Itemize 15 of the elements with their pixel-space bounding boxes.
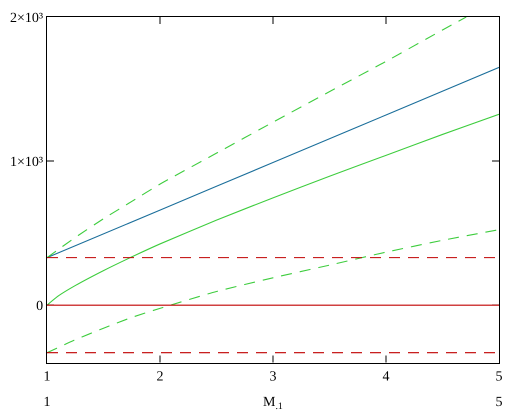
- y-tick-label: 1×10³: [10, 154, 44, 170]
- x-tick-label: 4: [382, 370, 390, 385]
- x-tick-label: 1: [44, 370, 50, 385]
- x-tick-label: 5: [496, 370, 502, 385]
- line-series: [47, 66, 499, 258]
- x-tick-label: 2: [156, 370, 164, 385]
- y-tick-label: 0: [36, 299, 44, 314]
- line-series: [47, 114, 499, 306]
- y-tick-label: 2×10³: [10, 10, 44, 26]
- line-series: [47, 229, 499, 354]
- x-axis-title: M$_{.1}$: [263, 395, 283, 412]
- x-tick-label: 3: [270, 370, 276, 385]
- x2-tick-label: 1: [44, 395, 50, 410]
- line-series: [47, 17, 467, 258]
- x2-tick-label: 5: [496, 395, 502, 410]
